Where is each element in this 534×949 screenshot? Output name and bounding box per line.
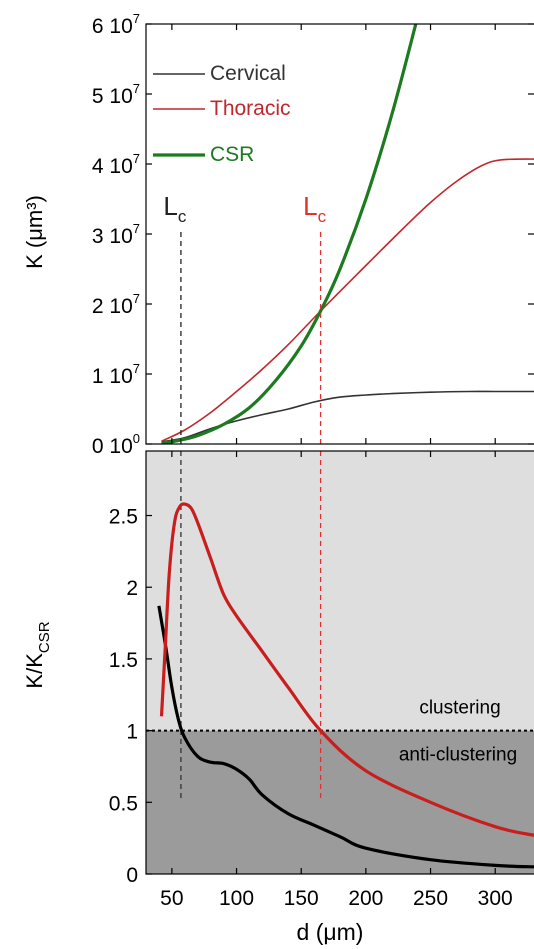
bottom-panel: 0 0.5 1 1.5 2 2.5 50 100 150 200 250 300 clustering… bbox=[22, 450, 534, 945]
lc-label-0: Lc bbox=[163, 191, 186, 226]
bottom-series-line-thoracic bbox=[159, 502, 534, 837]
bottom-y-tick-label: 0 bbox=[126, 864, 138, 887]
bottom-series-line-cervical bbox=[157, 605, 534, 869]
top-series-line-thoracic bbox=[161, 158, 534, 442]
x-tick-label: 50 bbox=[160, 887, 183, 910]
x-tick-label: 200 bbox=[348, 887, 383, 910]
bottom-y-tick-label: 2 bbox=[126, 577, 138, 600]
bottom-y-tick-label: 0.5 bbox=[109, 792, 138, 815]
lc-label-1: Lc bbox=[303, 191, 326, 226]
anti-clustering-label: anti-clustering bbox=[399, 745, 517, 766]
top-panel: Lc Lc 0 100 1 107 2 107 3 107 4 107 5 107 6 107… bbox=[22, 11, 534, 458]
legend-label-csr: CSR bbox=[210, 143, 254, 166]
top-y-tick-label: 1 107 bbox=[92, 361, 140, 388]
top-y-tick-label: 5 107 bbox=[92, 81, 140, 108]
x-tick-label: 250 bbox=[413, 887, 448, 910]
top-y-tick-label: 2 107 bbox=[92, 291, 140, 318]
top-panel-frame bbox=[145, 23, 534, 445]
x-axis-label: d (μm) bbox=[297, 919, 364, 945]
x-tick-label: 100 bbox=[219, 887, 254, 910]
bottom-y-axis-label: K/KCSR bbox=[22, 621, 53, 688]
legend-label-cervical: Cervical bbox=[210, 62, 286, 85]
top-series-line-csr bbox=[161, 24, 418, 444]
clustering-region bbox=[146, 451, 534, 731]
top-y-tick-label: 4 107 bbox=[92, 151, 140, 178]
top-y-axis-label: K (μm³) bbox=[22, 195, 47, 269]
legend-label-thoracic: Thoracic bbox=[210, 97, 291, 120]
x-tick-label: 150 bbox=[284, 887, 319, 910]
top-series-line-cervical bbox=[161, 390, 534, 443]
bottom-y-tick-label: 1 bbox=[126, 721, 138, 744]
top-y-tick-label: 0 100 bbox=[92, 431, 140, 458]
bottom-panel-frame bbox=[145, 450, 534, 875]
anti-clustering-region bbox=[146, 730, 534, 874]
bottom-y-tick-label: 1.5 bbox=[109, 649, 138, 672]
clustering-label: clustering bbox=[419, 698, 500, 719]
x-tick-label: 300 bbox=[478, 887, 513, 910]
legend: Cervical Thoracic CSR bbox=[153, 62, 291, 166]
top-y-tick-label: 6 107 bbox=[92, 11, 140, 38]
top-y-tick-label: 3 107 bbox=[92, 221, 140, 248]
bottom-y-tick-label: 2.5 bbox=[109, 506, 138, 529]
